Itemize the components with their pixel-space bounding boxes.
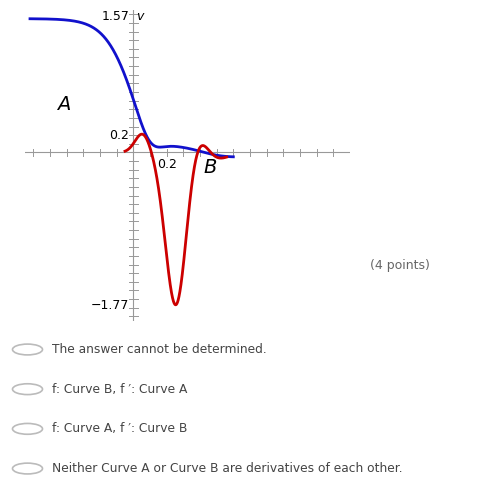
Text: B: B — [204, 158, 216, 177]
Text: 0.2: 0.2 — [110, 129, 129, 142]
Text: The answer cannot be determined.: The answer cannot be determined. — [52, 343, 267, 356]
Text: (4 points): (4 points) — [370, 259, 430, 272]
Text: Neither Curve A or Curve B are derivatives of each other.: Neither Curve A or Curve B are derivativ… — [52, 462, 403, 475]
Text: f: Curve A, f ′: Curve B: f: Curve A, f ′: Curve B — [52, 422, 188, 435]
Text: v: v — [136, 11, 143, 24]
Text: −1.77: −1.77 — [91, 299, 129, 312]
Text: f: Curve B, f ′: Curve A: f: Curve B, f ′: Curve A — [52, 383, 188, 396]
Text: 1.57: 1.57 — [102, 11, 129, 24]
Text: 0.2: 0.2 — [156, 158, 176, 171]
Text: A: A — [56, 95, 70, 114]
